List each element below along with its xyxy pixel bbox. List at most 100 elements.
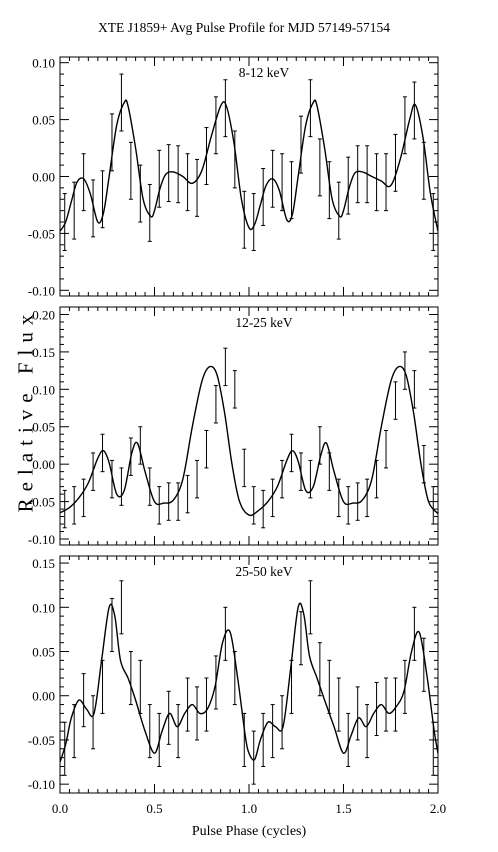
data-point xyxy=(128,437,133,476)
panel-label: 8-12 keV xyxy=(239,65,290,80)
panel-3: 0.15 0.10 0.05 0.00 -0.05 -0.10 0.0 0.5 1.0 1.5 2.… xyxy=(28,555,446,816)
y-tick-label: 0.10 xyxy=(32,382,55,397)
data-point xyxy=(402,96,407,155)
data-point xyxy=(195,459,200,499)
data-point xyxy=(384,153,389,212)
data-point xyxy=(81,673,86,728)
data-point xyxy=(402,659,407,714)
fit-curve xyxy=(60,365,438,517)
data-point xyxy=(317,426,322,465)
x-tick-label: 0.0 xyxy=(52,801,68,816)
data-point xyxy=(308,459,313,499)
data-point xyxy=(355,686,360,741)
y-tick-label: 0.10 xyxy=(32,56,55,71)
data-point xyxy=(213,96,218,155)
data-point xyxy=(166,482,171,521)
x-tick-label: 2.0 xyxy=(430,801,446,816)
data-point xyxy=(317,642,322,697)
data-point xyxy=(72,704,77,759)
data-point xyxy=(298,115,303,174)
data-point xyxy=(195,686,200,741)
data-point xyxy=(138,426,143,465)
chart-title: XTE J1859+ Avg Pulse Profile for MJD 571… xyxy=(98,20,390,35)
data-point xyxy=(327,161,332,220)
data-point xyxy=(176,704,181,759)
data-point xyxy=(157,149,162,208)
data-point xyxy=(261,168,266,226)
data-point xyxy=(128,651,133,706)
data-point xyxy=(280,153,285,212)
data-point xyxy=(232,130,237,189)
data-point xyxy=(365,145,370,204)
y-tick-label: 0.05 xyxy=(32,420,55,435)
data-point xyxy=(393,677,398,732)
data-point xyxy=(355,145,360,204)
data-point xyxy=(393,133,398,192)
data-point xyxy=(147,467,152,506)
data-point xyxy=(223,347,228,387)
data-point xyxy=(270,149,275,208)
data-point xyxy=(91,695,96,750)
data-point xyxy=(327,659,332,714)
x-tick-label: 0.5 xyxy=(146,801,162,816)
data-point xyxy=(157,712,162,767)
data-point xyxy=(185,474,190,514)
data-point xyxy=(204,429,209,469)
data-point xyxy=(384,677,389,732)
data-point xyxy=(109,597,114,653)
data-point xyxy=(421,141,426,200)
data-point xyxy=(109,459,114,499)
data-point xyxy=(176,482,181,521)
y-tick-label: -0.10 xyxy=(28,283,55,298)
y-tick-label: 0.05 xyxy=(32,113,55,128)
data-point xyxy=(91,452,96,491)
y-tick-label: 0.00 xyxy=(32,170,55,185)
data-point xyxy=(289,433,294,473)
data-point xyxy=(204,127,209,185)
data-point xyxy=(374,459,379,499)
data-point xyxy=(270,704,275,759)
data-point xyxy=(336,181,341,240)
data-point xyxy=(242,190,247,249)
y-tick-label: -0.05 xyxy=(28,226,55,241)
data-point xyxy=(431,721,436,776)
data-point xyxy=(100,433,105,473)
y-tick-label: 0.10 xyxy=(32,600,55,615)
data-point xyxy=(204,677,209,732)
x-axis-label: Pulse Phase (cycles) xyxy=(191,824,307,839)
x-tick-label: 1.0 xyxy=(241,801,257,816)
panel-label: 12-25 keV xyxy=(235,315,293,330)
panel-2: 0.20 0.15 0.10 0.05 0.00 -0.05 -0.10 12-25 keV xyxy=(28,306,439,547)
data-point xyxy=(166,144,171,203)
data-point xyxy=(421,637,426,692)
data-point xyxy=(62,193,67,251)
data-point xyxy=(147,183,152,242)
data-point xyxy=(374,153,379,212)
data-point xyxy=(261,489,266,529)
data-point xyxy=(109,113,114,172)
data-point xyxy=(223,606,228,661)
data-point xyxy=(72,181,77,240)
data-point xyxy=(128,141,133,200)
x-tick-label: 1.5 xyxy=(335,801,351,816)
y-tick-label: 0.15 xyxy=(32,556,55,571)
data-point xyxy=(100,170,105,229)
y-tick-label: 0.00 xyxy=(32,689,55,704)
y-tick-label: -0.10 xyxy=(28,532,55,547)
data-point xyxy=(374,681,379,737)
panel-frame xyxy=(59,56,439,297)
data-point xyxy=(176,145,181,204)
y-tick-label: 0.15 xyxy=(32,345,55,360)
data-point xyxy=(365,704,370,759)
data-point xyxy=(138,659,143,714)
panel-label: 25-50 keV xyxy=(235,564,293,579)
data-point xyxy=(195,158,200,217)
y-tick-label: -0.05 xyxy=(28,733,55,748)
data-point xyxy=(280,695,285,750)
data-point xyxy=(393,381,398,420)
data-point xyxy=(308,79,313,138)
data-point xyxy=(365,478,370,518)
data-point xyxy=(412,370,417,409)
data-point xyxy=(289,659,294,714)
